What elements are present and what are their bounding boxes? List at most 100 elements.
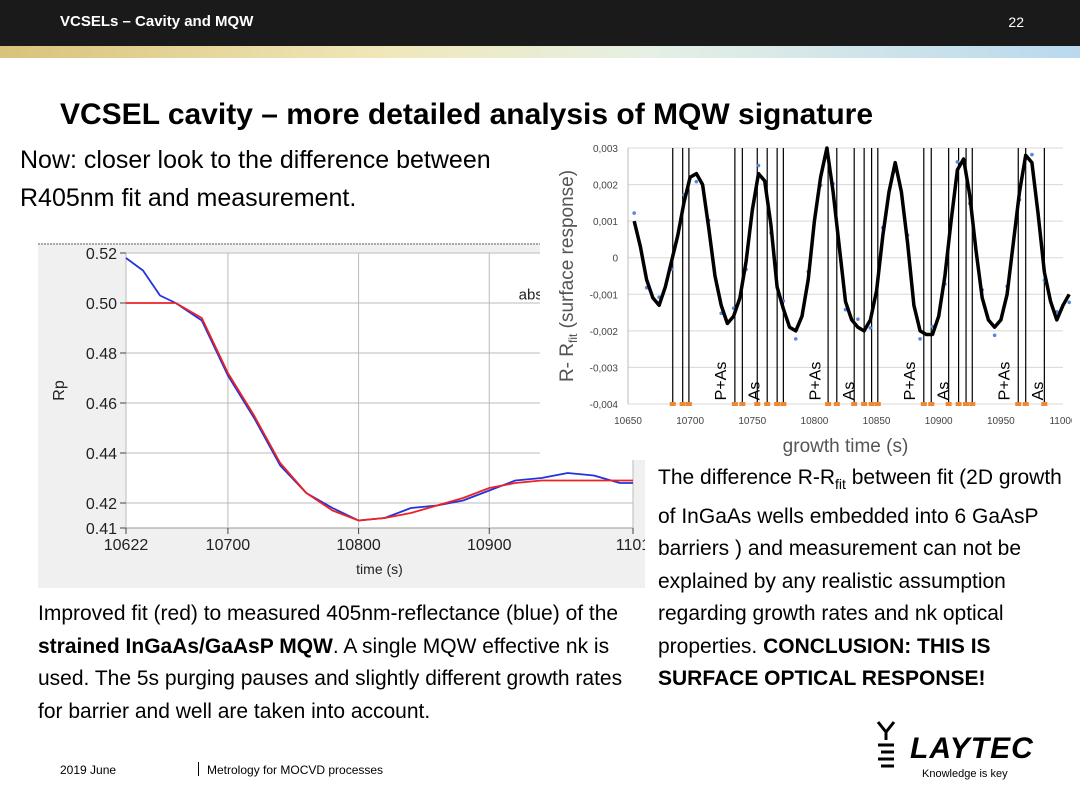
chart2-phase-marker <box>1015 402 1022 406</box>
chart1-y-tick-label: 0.44 <box>86 446 117 463</box>
difference-chart: 0,003 0,002 0,001 0 -0,001 -0,002 -0,003 -0,004… <box>540 140 1072 460</box>
footer-date: 2019 June <box>60 763 117 777</box>
chart2-phase-marker <box>920 402 927 406</box>
chart2-data-point <box>1030 152 1034 157</box>
footer-text: Metrology for MOCVD processes <box>207 763 384 777</box>
chart2-phase-marker <box>874 402 881 406</box>
chart1-x-tick-label: 10622 <box>104 537 149 554</box>
chart2-series-line <box>632 146 1071 337</box>
chart2-y-tick-label: 0,001 <box>593 217 618 228</box>
chart1-y-axis-label: Rp <box>51 380 68 401</box>
conclusion-text: CONCLUSION: THIS IS SURFACE OPTICAL RESP… <box>658 634 991 691</box>
chart2-data-point <box>868 326 873 330</box>
chart2-x-tick-label: 10650 <box>614 416 642 427</box>
chart2-phase-marker <box>754 402 761 406</box>
chart1-x-axis-label: time (s) <box>356 561 403 577</box>
chart2-x-tick-label: 10950 <box>987 416 1015 427</box>
intro-text: Now: closer look to the difference betwe… <box>20 146 491 212</box>
fit-caption: Improved fit (red) to measured 405nm-ref… <box>38 598 638 728</box>
chart2-phase-marker <box>1022 402 1029 406</box>
difference-explanation: The difference R-Rfit between fit (2D gr… <box>658 462 1070 696</box>
chart2-x-tick-label: 10850 <box>863 416 891 427</box>
chart2-x-tick-label: 10800 <box>801 416 829 427</box>
chart2-y-tick-label: 0,003 <box>593 144 618 155</box>
chart1-series-fit <box>126 302 633 522</box>
chart2-y-tick-label: -0,002 <box>590 327 619 338</box>
chart1-x-tick-label: 10800 <box>336 537 381 554</box>
chart1-annotation: abs <box>519 286 543 303</box>
chart2-phase-marker <box>731 402 738 406</box>
logo-word: LAYTEC <box>910 732 1034 765</box>
chart2-phase-label: As <box>1030 382 1047 401</box>
chart2-phase-marker <box>868 402 875 406</box>
difference-text-part1: The difference R-R <box>658 466 836 489</box>
chart2-phase-marker <box>955 402 962 406</box>
difference-text-subscript: fit <box>835 476 846 493</box>
chart1-x-tick-label: 10700 <box>206 537 251 554</box>
chart2-x-tick-label: 10900 <box>925 416 953 427</box>
chart1-x-tick-label: 10900 <box>467 537 512 554</box>
footer-separator <box>198 762 199 776</box>
chart2-phase-marker <box>945 402 952 406</box>
chart2-data-point <box>918 337 922 341</box>
chart2-phase-label: P+As <box>713 362 730 401</box>
chart2-x-tick-label: 10700 <box>676 416 704 427</box>
chart2-data-point <box>992 333 997 338</box>
chart2-x-axis-label: growth time (s) <box>783 436 909 457</box>
chart2-y-tick-label: -0,004 <box>590 400 619 411</box>
slide-title: VCSEL cavity – more detailed analysis of… <box>60 98 874 131</box>
chart1-y-tick-label: 0.46 <box>86 396 117 413</box>
chart1-y-tick-label: 0.48 <box>86 346 117 363</box>
chart2-y-tick-label: 0,002 <box>593 181 618 192</box>
chart1-y-tick-label: 0.41 <box>86 521 117 538</box>
chart2-x-tick-label: 11000 <box>1049 416 1072 427</box>
chart2-phase-marker <box>780 402 787 406</box>
chart2-phase-marker <box>739 402 746 406</box>
chart2-data-point <box>856 317 860 321</box>
page-number: 22 <box>1008 14 1024 30</box>
chart1-y-tick-label: 0.42 <box>86 496 117 513</box>
chart2-phase-marker <box>851 402 858 406</box>
header-bar: VCSELs – Cavity and MQW 22 <box>0 0 1080 46</box>
chart2-phase-marker <box>669 402 676 406</box>
logo-tagline: Knowledge is key <box>922 768 1008 780</box>
header-gradient-stripe <box>0 46 1080 58</box>
chart2-data-point <box>632 211 637 215</box>
chart2-phase-marker <box>1041 402 1048 406</box>
chart1-y-tick-label: 0.52 <box>86 246 117 263</box>
chart2-phase-label: P+As <box>902 362 919 401</box>
chart2-y-axis-label: R- Rfit (surface response) <box>557 170 580 382</box>
chart2-phase-label: P+As <box>807 362 824 401</box>
chart1-x-tick-label: 1101 <box>616 537 645 554</box>
chart2-data-point <box>694 179 699 184</box>
chart2-phase-marker <box>679 402 686 406</box>
chart2-phase-label: As <box>841 382 858 401</box>
difference-text-part2: between fit (2D growth of InGaAs wells e… <box>658 466 1062 658</box>
section-title: VCSELs – Cavity and MQW <box>60 13 254 30</box>
chart2-phase-marker <box>833 402 840 406</box>
chart2-phase-marker <box>861 402 868 406</box>
chart2-phase-marker <box>774 402 781 406</box>
chart2-phase-marker <box>685 402 692 406</box>
chart2-y-tick-label: -0,001 <box>590 290 619 301</box>
chart2-phase-marker <box>825 402 832 406</box>
caption-part1: Improved fit (red) to measured 405nm-ref… <box>38 602 619 625</box>
chart2-phase-label: P+As <box>996 362 1013 401</box>
caption-part2: . A single MQW effective nk is used. The… <box>38 634 623 723</box>
chart2-y-tick-label: -0,003 <box>590 363 619 374</box>
chart2-x-tick-label: 10750 <box>738 416 766 427</box>
laytec-logo: LAYTEC Knowledge is key <box>872 718 1034 784</box>
chart1-y-tick-label: 0.50 <box>86 296 117 313</box>
chart2-phase-marker <box>963 402 970 406</box>
chart2-data-point <box>793 337 798 341</box>
chart2-phase-marker <box>764 402 771 406</box>
chart2-phase-label: As <box>747 382 764 401</box>
chart2-data-point <box>1067 300 1072 305</box>
caption-bold: strained InGaAs/GaAsP MQW <box>38 634 333 658</box>
chart2-y-tick-label: 0 <box>612 254 618 265</box>
chart2-data-point <box>756 163 761 168</box>
chart2-phase-marker <box>969 402 976 406</box>
laytec-logo-icon <box>876 721 896 768</box>
chart2-phase-label: As <box>935 382 952 401</box>
chart2-data-point <box>955 160 960 164</box>
